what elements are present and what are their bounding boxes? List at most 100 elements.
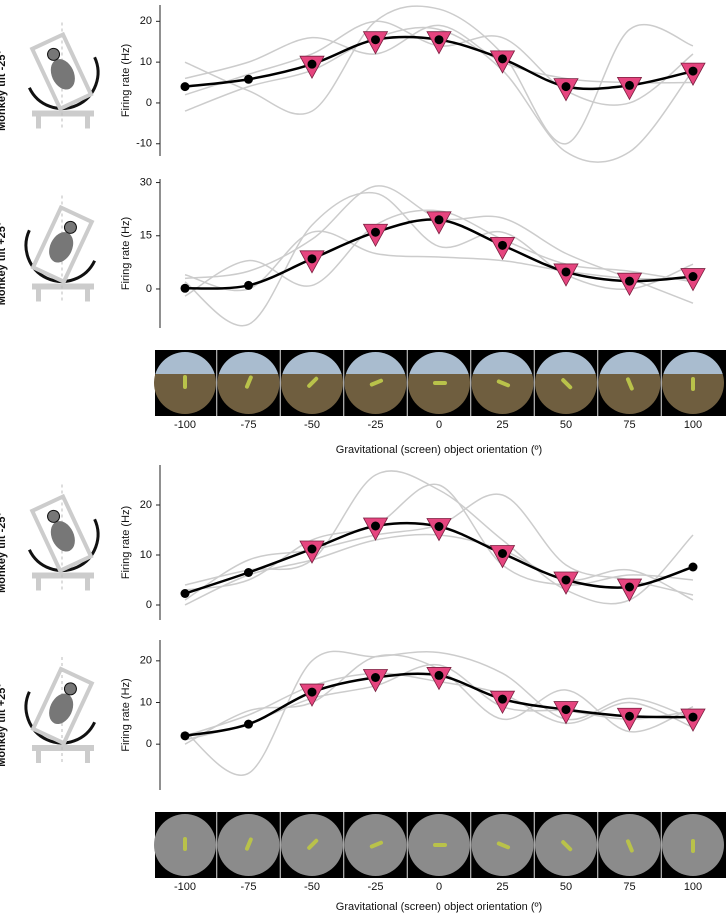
data-point bbox=[371, 35, 380, 45]
stimulus-image bbox=[281, 814, 343, 876]
tilted-chair bbox=[24, 204, 96, 285]
trial-trace bbox=[184, 493, 694, 601]
x-tick-label: 0 bbox=[436, 419, 442, 431]
data-point bbox=[688, 66, 698, 76]
x-tick-label: -75 bbox=[241, 419, 257, 431]
swing-arc bbox=[28, 56, 100, 110]
x-axis-label: Gravitational (screen) object orientatio… bbox=[336, 901, 542, 913]
monkey-icon bbox=[24, 657, 96, 763]
data-point bbox=[561, 575, 571, 585]
sky bbox=[281, 352, 343, 374]
sky bbox=[535, 352, 597, 374]
chair-frame bbox=[30, 666, 95, 746]
platform-leg bbox=[36, 751, 41, 763]
data-point bbox=[561, 82, 571, 92]
trial-trace bbox=[184, 533, 694, 606]
x-tick-label: -25 bbox=[368, 419, 384, 431]
chair-frame bbox=[29, 493, 94, 574]
sky bbox=[344, 352, 407, 374]
y-tick-label: 0 bbox=[146, 599, 152, 611]
data-point bbox=[561, 705, 571, 715]
side-label: Monkey tilt -25° bbox=[0, 50, 8, 131]
y-tick-label: 0 bbox=[146, 283, 152, 295]
object bbox=[307, 838, 319, 850]
platform bbox=[32, 572, 94, 579]
x-tick-label: -100 bbox=[174, 419, 196, 431]
data-point bbox=[307, 544, 317, 554]
side-label: Monkey tilt -25° bbox=[0, 512, 8, 593]
side-label: Monkey tilt +25° bbox=[0, 222, 8, 306]
data-point bbox=[244, 74, 253, 84]
monkey-body bbox=[50, 59, 75, 90]
swing-arc bbox=[28, 518, 100, 572]
chair-frame bbox=[30, 204, 95, 285]
data-point bbox=[561, 267, 571, 277]
data-point bbox=[244, 568, 253, 577]
stimulus-image bbox=[344, 352, 407, 414]
data-point bbox=[434, 670, 444, 680]
monkey-body bbox=[49, 693, 74, 725]
x-tick-label: 0 bbox=[436, 881, 442, 893]
data-point bbox=[498, 549, 507, 558]
x-tick-label: 25 bbox=[496, 881, 508, 893]
side-label: Monkey tilt +25° bbox=[0, 683, 8, 767]
monkey-head bbox=[47, 47, 61, 61]
data-point bbox=[625, 276, 634, 286]
data-point bbox=[434, 522, 444, 531]
stimulus-image bbox=[662, 352, 724, 414]
data-point bbox=[180, 589, 190, 598]
data-point bbox=[498, 694, 507, 704]
x-tick-label: -100 bbox=[174, 881, 196, 893]
data-point bbox=[307, 254, 317, 264]
data-point bbox=[371, 521, 380, 531]
data-point bbox=[688, 272, 698, 282]
y-tick-label: 10 bbox=[140, 696, 152, 708]
x-tick-label: 100 bbox=[684, 881, 702, 893]
swing-arc bbox=[24, 691, 96, 745]
tilted-chair bbox=[28, 31, 100, 112]
monkey-head bbox=[63, 682, 77, 696]
y-axis-label: Firing rate (Hz) bbox=[120, 678, 132, 751]
trial-trace bbox=[184, 483, 694, 591]
object bbox=[496, 841, 511, 850]
data-point bbox=[625, 711, 634, 721]
platform-leg bbox=[36, 289, 41, 302]
chair-frame bbox=[29, 31, 94, 112]
data-point bbox=[625, 582, 634, 592]
x-tick-label: -25 bbox=[368, 881, 384, 893]
y-tick-label: 20 bbox=[140, 15, 152, 27]
data-point bbox=[180, 283, 190, 293]
monkey-head bbox=[47, 509, 61, 523]
data-point bbox=[434, 215, 444, 225]
object bbox=[244, 837, 253, 851]
data-point bbox=[371, 673, 380, 682]
data-point bbox=[371, 227, 380, 237]
x-tick-label: -50 bbox=[304, 419, 320, 431]
stimulus-image bbox=[535, 814, 597, 876]
platform-leg bbox=[85, 578, 90, 591]
sky bbox=[471, 352, 534, 374]
stimulus-image bbox=[154, 352, 216, 414]
trial-trace bbox=[184, 230, 694, 292]
trial-trace bbox=[184, 191, 694, 327]
y-tick-label: 0 bbox=[146, 738, 152, 750]
platform-leg bbox=[85, 289, 90, 302]
trial-trace bbox=[184, 470, 694, 605]
monkey-body bbox=[49, 232, 74, 263]
object bbox=[561, 840, 573, 852]
object bbox=[625, 839, 634, 853]
object bbox=[307, 376, 319, 388]
x-axis-label: Gravitational (screen) object orientatio… bbox=[336, 444, 542, 456]
data-point bbox=[434, 35, 444, 45]
sky bbox=[662, 352, 724, 374]
stimulus-image bbox=[471, 814, 534, 876]
x-tick-label: 50 bbox=[560, 881, 572, 893]
y-tick-label: -10 bbox=[136, 138, 152, 150]
stimulus-image bbox=[408, 352, 470, 414]
y-tick-label: 30 bbox=[140, 176, 152, 188]
sky bbox=[154, 352, 216, 374]
trial-trace bbox=[184, 650, 694, 776]
tilted-chair bbox=[28, 493, 100, 574]
x-tick-label: 25 bbox=[496, 419, 508, 431]
stimulus-image bbox=[344, 814, 407, 876]
